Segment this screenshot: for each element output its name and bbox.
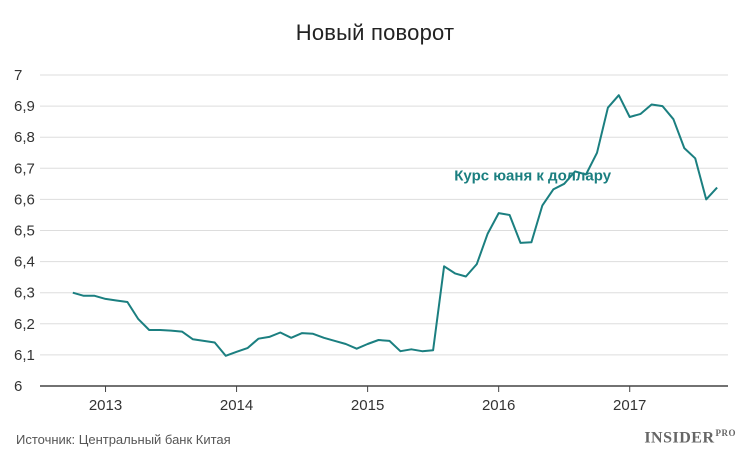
y-tick-label: 6,2 — [14, 316, 35, 333]
y-tick-label: 6,8 — [14, 129, 35, 146]
y-tick-label: 6 — [14, 378, 22, 395]
grid-lines — [40, 74, 728, 356]
chart-title: Новый поворот — [295, 20, 455, 45]
x-tick-label: 2015 — [351, 397, 384, 414]
series-line — [72, 94, 718, 357]
x-axis: 2013 2014 2015 2016 2017 — [40, 385, 728, 414]
y-tick-label: 6,1 — [14, 347, 35, 364]
x-tick-label: 2013 — [89, 397, 122, 414]
source-note: Источник: Центральный банк Китая — [16, 432, 231, 447]
insider-pro-logo: INSIDERPRO — [644, 428, 736, 447]
logo-sub: PRO — [715, 428, 736, 438]
y-tick-label: 6,5 — [14, 223, 35, 240]
y-tick-label: 6,4 — [14, 254, 35, 271]
logo-main: INSIDER — [644, 429, 715, 447]
x-tick-label: 2017 — [613, 397, 646, 414]
y-tick-label: 6,7 — [14, 160, 35, 177]
y-tick-label: 7 — [14, 67, 22, 84]
y-tick-label: 6,6 — [14, 191, 35, 208]
y-axis-ticks: 6 6,1 6,2 6,3 6,4 6,5 6,6 6,7 6,8 6,9 7 — [14, 67, 35, 395]
x-tick-label: 2014 — [220, 397, 253, 414]
series-label: Курс юаня к доллару — [454, 168, 611, 185]
series-group: Курс юаня к доллару — [72, 94, 718, 357]
y-tick-label: 6,9 — [14, 98, 35, 115]
y-tick-label: 6,3 — [14, 285, 35, 302]
x-tick-label: 2016 — [482, 397, 515, 414]
